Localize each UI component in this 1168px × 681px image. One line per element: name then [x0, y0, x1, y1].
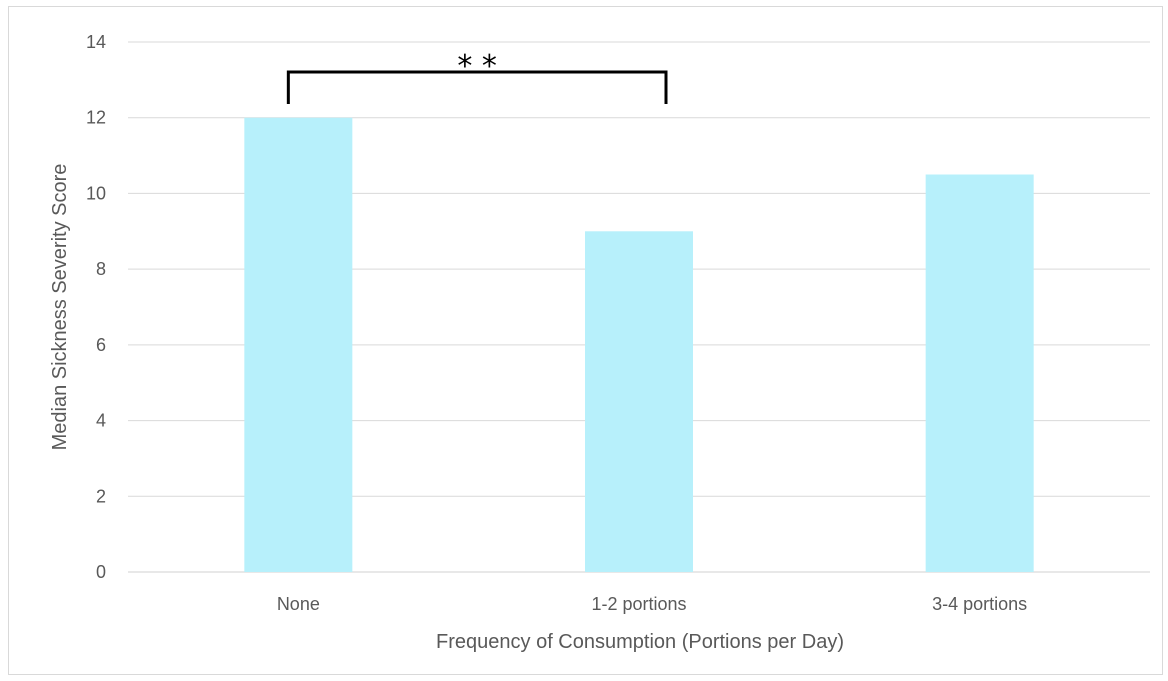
- y-tick-label: 0: [96, 562, 106, 582]
- y-tick-label: 2: [96, 486, 106, 506]
- significance-bracket: * *: [286, 49, 668, 104]
- bracket-line: [286, 70, 668, 104]
- x-axis-title: Frequency of Consumption (Portions per D…: [436, 631, 844, 653]
- y-axis-title: Median Sickness Severity Score: [49, 164, 71, 451]
- y-tick-label: 10: [86, 183, 106, 203]
- y-tick-label: 14: [86, 32, 106, 52]
- bar: [585, 231, 693, 573]
- y-tick-label: 8: [96, 259, 106, 279]
- bar: [925, 174, 1034, 572]
- significance-label: * *: [457, 49, 497, 84]
- x-axis-ticks: None 1-2 portions 3-4 portions: [277, 594, 1027, 614]
- x-tick-label: 1-2 portions: [591, 594, 686, 614]
- x-tick-label: None: [277, 594, 320, 614]
- x-tick-label: 3-4 portions: [932, 594, 1027, 614]
- y-axis-ticks: 0 2 4 6 8 10 12 14: [86, 32, 106, 582]
- y-tick-label: 12: [86, 108, 106, 128]
- y-tick-label: 4: [96, 411, 106, 431]
- y-tick-label: 6: [96, 335, 106, 355]
- bars: [244, 117, 1034, 573]
- bar: [244, 117, 353, 572]
